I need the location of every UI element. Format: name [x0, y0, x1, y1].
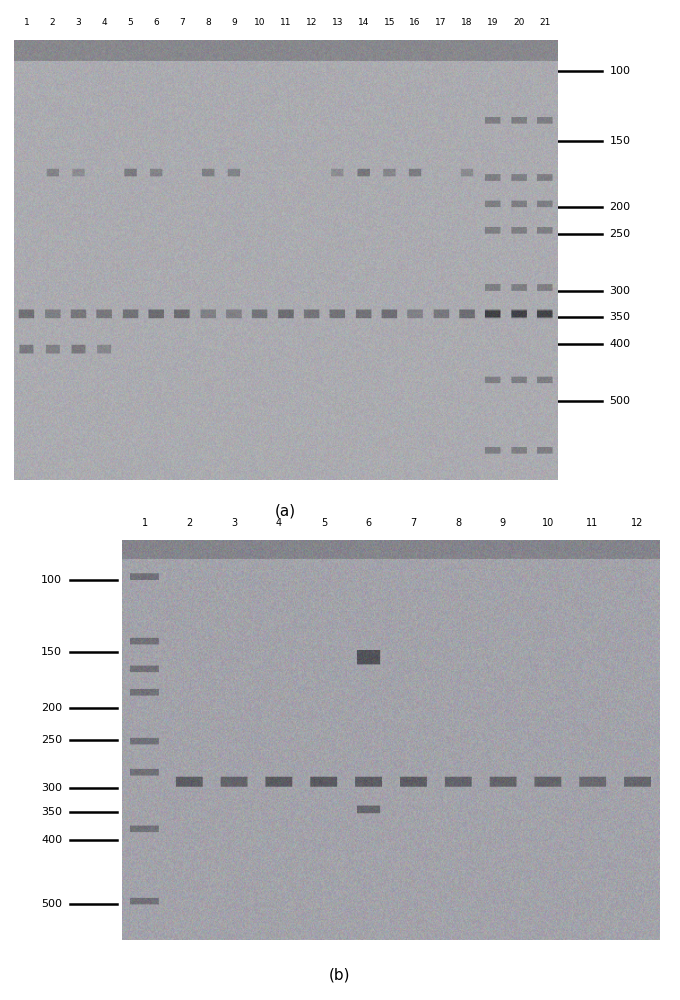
Text: 12: 12 — [631, 518, 643, 528]
Text: 400: 400 — [41, 835, 63, 845]
Text: 21: 21 — [539, 18, 550, 27]
Text: 100: 100 — [609, 66, 630, 76]
Text: 500: 500 — [41, 899, 63, 909]
Text: 13: 13 — [332, 18, 343, 27]
Text: (a): (a) — [275, 503, 296, 518]
Text: 7: 7 — [179, 18, 185, 27]
Text: 14: 14 — [358, 18, 369, 27]
Text: 19: 19 — [487, 18, 498, 27]
Text: 200: 200 — [41, 703, 63, 713]
Text: 9: 9 — [231, 18, 237, 27]
Text: 4: 4 — [101, 18, 107, 27]
Text: 6: 6 — [366, 518, 372, 528]
Text: 8: 8 — [205, 18, 211, 27]
Text: 100: 100 — [41, 575, 63, 585]
Text: 5: 5 — [321, 518, 327, 528]
Text: (b): (b) — [329, 968, 351, 983]
Text: 12: 12 — [306, 18, 317, 27]
Text: 250: 250 — [609, 229, 631, 239]
Text: 8: 8 — [455, 518, 461, 528]
Text: 300: 300 — [609, 286, 630, 296]
Text: 1: 1 — [24, 18, 29, 27]
Text: 2: 2 — [50, 18, 55, 27]
Text: 200: 200 — [609, 202, 631, 212]
Text: 11: 11 — [280, 18, 291, 27]
Text: 15: 15 — [384, 18, 395, 27]
Text: 3: 3 — [231, 518, 237, 528]
Text: 10: 10 — [254, 18, 265, 27]
Text: 6: 6 — [153, 18, 159, 27]
Text: 400: 400 — [609, 339, 631, 349]
Text: 350: 350 — [41, 807, 63, 817]
Text: 9: 9 — [500, 518, 506, 528]
Text: 1: 1 — [141, 518, 148, 528]
Text: 17: 17 — [435, 18, 447, 27]
Text: 250: 250 — [41, 735, 63, 745]
Text: 10: 10 — [541, 518, 554, 528]
Text: 11: 11 — [586, 518, 598, 528]
Text: 350: 350 — [609, 312, 630, 322]
Text: 3: 3 — [75, 18, 81, 27]
Text: 4: 4 — [276, 518, 282, 528]
Text: 500: 500 — [609, 396, 630, 406]
Text: 18: 18 — [461, 18, 473, 27]
Text: 16: 16 — [409, 18, 421, 27]
Text: 150: 150 — [609, 136, 630, 146]
Text: 20: 20 — [513, 18, 524, 27]
Text: 7: 7 — [410, 518, 417, 528]
Text: 150: 150 — [41, 647, 63, 657]
Text: 5: 5 — [127, 18, 133, 27]
Text: 300: 300 — [41, 783, 63, 793]
Text: 2: 2 — [186, 518, 192, 528]
